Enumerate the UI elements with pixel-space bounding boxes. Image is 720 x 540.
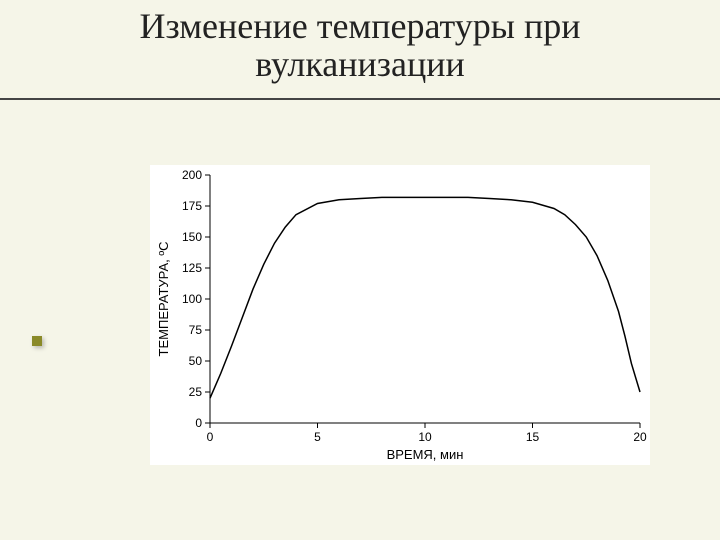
svg-text:200: 200 xyxy=(182,168,202,182)
title-divider xyxy=(0,98,720,100)
slide-title: Изменение температуры при вулканизации xyxy=(0,0,720,84)
bullet-marker xyxy=(32,336,42,346)
svg-text:75: 75 xyxy=(189,323,203,337)
svg-text:125: 125 xyxy=(182,261,202,275)
svg-text:100: 100 xyxy=(182,292,202,306)
svg-text:25: 25 xyxy=(189,385,203,399)
svg-text:150: 150 xyxy=(182,230,202,244)
svg-text:15: 15 xyxy=(526,430,540,444)
svg-text:10: 10 xyxy=(418,430,432,444)
svg-text:50: 50 xyxy=(189,354,203,368)
svg-text:5: 5 xyxy=(314,430,321,444)
line-chart: 0 25 50 75 100 125 150 175 200 0 5 10 15 20 ВРЕМЯ, мин… xyxy=(150,165,650,465)
svg-text:ВРЕМЯ, мин: ВРЕМЯ, мин xyxy=(387,447,464,462)
svg-text:0: 0 xyxy=(195,416,202,430)
chart-panel: 0 25 50 75 100 125 150 175 200 0 5 10 15 20 ВРЕМЯ, мин… xyxy=(150,165,650,465)
svg-text:ТЕМПЕРАТУРА, ºС: ТЕМПЕРАТУРА, ºС xyxy=(156,242,171,357)
title-line-2: вулканизации xyxy=(0,46,720,84)
svg-text:0: 0 xyxy=(207,430,214,444)
title-line-1: Изменение температуры при xyxy=(0,8,720,46)
svg-text:175: 175 xyxy=(182,199,202,213)
svg-text:20: 20 xyxy=(633,430,647,444)
slide: Изменение температуры при вулканизации 0… xyxy=(0,0,720,540)
